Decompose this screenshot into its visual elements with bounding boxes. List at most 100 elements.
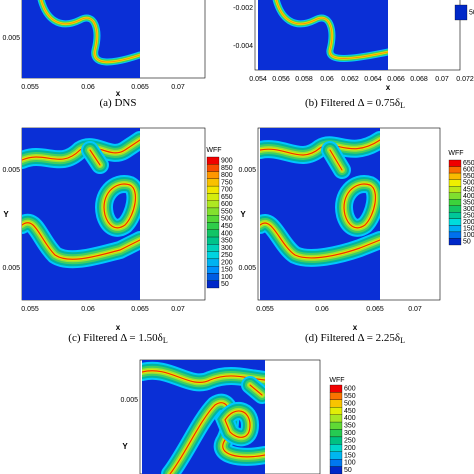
colorbar-label: 500 [344,400,356,407]
colorbar-label: 850 [221,165,233,172]
x-tick-label: 0.065 [131,306,149,313]
colorbar-swatch [206,280,220,289]
colorbar-swatch [448,212,462,219]
colorbar-swatch [448,166,462,174]
x-tick-label: 0.055 [21,84,39,91]
y-tick-label: 0.005 [120,397,138,404]
colorbar-swatch [448,238,462,246]
colorbar-label: 200 [344,445,356,452]
colorbar-swatch [206,244,220,252]
colorbar-label: 550 [463,173,474,180]
colorbar-swatch [206,185,220,194]
colorbar-swatch [448,192,462,200]
colorbar-label: 750 [221,179,233,186]
x-tick-label: 0.062 [341,76,359,83]
colorbar-swatch [206,258,220,267]
colorbar-swatch [448,159,462,167]
x-tick-label: 0.07 [171,84,185,91]
flame-contour [249,384,263,396]
colorbar-label: 600 [221,201,233,208]
colorbar-label: 450 [221,223,233,230]
colorbar-label: 300 [463,206,474,213]
colorbar-label: 350 [463,199,474,206]
y-tick-label: 0.005 [2,35,20,42]
colorbar-swatch [206,273,220,281]
colorbar-label: 500 [463,180,474,187]
colorbar-title: WFF [206,147,221,154]
colorbar-swatch [448,186,462,193]
colorbar-label: 200 [221,259,233,266]
colorbar-label: 100 [221,274,233,281]
x-tick-label: 0.06 [320,76,334,83]
contour-field [22,0,140,78]
colorbar-label: 650 [463,160,474,167]
x-tick-label: 0.068 [410,76,428,83]
colorbar-swatch [206,171,220,179]
colorbar-label: 650 [221,194,233,201]
colorbar-swatch [206,229,220,238]
contour-field [260,128,380,300]
colorbar-label: 500 [221,216,233,223]
colorbar-swatch [329,421,343,430]
y-tick-label: 0.005 [2,167,20,174]
colorbar-swatch [206,193,220,201]
y-tick-label: -0.004 [233,43,253,50]
flame-contour [260,222,380,259]
colorbar-label: 300 [221,245,233,252]
colorbar-label: 350 [344,423,356,430]
colorbar-label: 50 [469,9,474,16]
colorbar-title: WFF [448,150,463,157]
caption: (c) Filtered Δ = 1.50δL [68,332,168,345]
colorbar-label: 550 [344,393,356,400]
colorbar-swatch [206,251,220,260]
flame-contour [89,149,101,166]
colorbar-label: 400 [221,230,233,237]
x-tick-label: 0.066 [387,76,405,83]
y-axis-label: Y [122,442,128,451]
contour-field [22,128,140,300]
colorbar-swatch [206,200,220,209]
field-background [22,0,140,78]
colorbar-swatch [206,207,220,216]
colorbar-swatch [448,218,462,226]
colorbar-label: 100 [344,460,356,467]
colorbar-label: 50 [221,281,229,288]
x-axis-label: x [116,89,121,98]
colorbar-swatch [206,266,220,274]
colorbar-swatch [206,215,220,223]
colorbar-swatch [329,436,343,445]
x-tick-label: 0.06 [81,84,95,91]
contour-field [142,360,265,474]
colorbar-swatch [329,399,343,408]
y-tick-label: 0.005 [238,167,256,174]
colorbar-label: 450 [344,408,356,415]
caption: (d) Filtered Δ = 2.25δL [305,332,405,345]
colorbar-swatch [329,466,343,474]
caption: (b) Filtered Δ = 0.75δL [305,97,405,110]
caption-text: (b) Filtered Δ = 0.75δ [305,97,400,109]
caption-text: (c) Filtered Δ = 1.50δ [68,332,163,344]
colorbar-swatch [206,178,220,187]
colorbar-label: 250 [463,212,474,219]
caption-text: (a) DNS [100,97,137,109]
colorbar-swatch [206,164,220,172]
caption-subscript: L [400,101,405,110]
colorbar-label: 600 [463,167,474,174]
colorbar-label: 800 [221,172,233,179]
colorbar-swatch [206,156,220,165]
colorbar-title: WFF [329,377,344,384]
flame-contour [103,183,137,229]
colorbar-label: 150 [221,267,233,274]
caption: (a) DNS [100,97,137,109]
colorbar-label: 50 [463,239,471,246]
colorbar-label: 250 [344,437,356,444]
x-axis-label: x [386,83,391,92]
colorbar-swatch [448,205,462,213]
colorbar-label: 550 [221,208,233,215]
colorbar-label: 100 [463,232,474,239]
caption-subscript: L [400,336,405,345]
flame-contour [40,0,140,63]
contour-field [258,0,388,70]
colorbar-swatch [329,451,343,460]
